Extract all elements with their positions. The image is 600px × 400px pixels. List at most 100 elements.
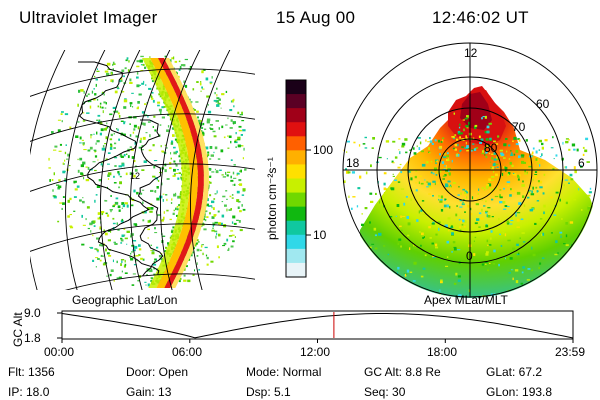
image-pixel (117, 128, 119, 132)
image-pixel (403, 202, 406, 206)
image-pixel (156, 186, 159, 189)
image-pixel (73, 210, 76, 212)
image-pixel (458, 186, 460, 188)
image-pixel (73, 180, 77, 183)
image-pixel (535, 158, 538, 161)
image-pixel (106, 275, 108, 277)
image-pixel (113, 204, 116, 206)
image-pixel (351, 207, 353, 210)
image-pixel (153, 160, 158, 162)
image-pixel (101, 213, 104, 216)
image-pixel (488, 178, 491, 182)
image-pixel (397, 242, 400, 246)
image-pixel (201, 222, 204, 225)
image-pixel (481, 208, 483, 212)
image-pixel (553, 214, 557, 216)
image-pixel (478, 188, 480, 191)
image-pixel (90, 134, 93, 136)
image-pixel (162, 199, 164, 202)
image-pixel (369, 192, 373, 195)
image-pixel (451, 251, 453, 253)
image-pixel (485, 200, 487, 203)
image-pixel (520, 282, 524, 285)
image-pixel (427, 182, 431, 186)
image-pixel (398, 149, 400, 151)
image-pixel (107, 126, 109, 129)
image-pixel (416, 219, 419, 222)
colorbar-segment (286, 94, 306, 109)
image-pixel (110, 209, 112, 213)
image-pixel (400, 188, 405, 190)
image-pixel (518, 202, 522, 205)
image-pixel (491, 216, 494, 218)
image-pixel (239, 114, 243, 116)
colorbar-segment (286, 234, 306, 250)
image-pixel (104, 70, 109, 73)
image-pixel (120, 220, 124, 223)
image-pixel (124, 121, 126, 123)
image-pixel (197, 241, 200, 243)
image-pixel (487, 207, 491, 209)
image-pixel (479, 141, 482, 144)
image-pixel (62, 196, 65, 198)
parallel-line (30, 163, 255, 192)
image-pixel (151, 92, 154, 94)
image-pixel (133, 124, 137, 128)
image-pixel (453, 247, 457, 251)
image-pixel (584, 149, 588, 153)
image-pixel (218, 98, 221, 101)
image-pixel (470, 212, 473, 216)
image-pixel (91, 90, 94, 94)
image-pixel (131, 156, 135, 159)
polar-grid (342, 42, 598, 298)
image-pixel (89, 105, 92, 109)
image-pixel (442, 156, 447, 158)
image-pixel (504, 166, 506, 169)
image-pixel (101, 106, 104, 109)
image-pixel (133, 245, 138, 249)
image-pixel (432, 172, 435, 175)
image-pixel (484, 130, 487, 134)
image-pixel (541, 153, 543, 156)
image-pixel (206, 216, 209, 218)
image-pixel (487, 269, 489, 272)
image-pixel (194, 269, 195, 272)
image-pixel (196, 110, 199, 113)
image-pixel (166, 209, 169, 212)
image-pixel (432, 195, 434, 197)
image-pixel (511, 164, 514, 167)
image-pixel (53, 195, 57, 199)
image-pixel (133, 116, 137, 119)
image-pixel (221, 93, 225, 96)
image-pixel (233, 164, 236, 166)
image-pixel (225, 190, 228, 192)
image-pixel (145, 132, 148, 134)
image-pixel (96, 70, 100, 72)
coastline-path (137, 119, 164, 277)
image-pixel (516, 243, 519, 246)
image-pixel (147, 220, 151, 223)
image-pixel (117, 205, 121, 209)
image-pixel (87, 149, 91, 152)
image-pixel (518, 155, 521, 159)
image-pixel (87, 166, 90, 170)
image-pixel (112, 205, 115, 208)
image-pixel (474, 236, 477, 239)
image-pixel (454, 143, 458, 147)
image-pixel (224, 204, 227, 207)
image-pixel (140, 257, 143, 260)
image-pixel (207, 153, 210, 156)
image-pixel (110, 143, 112, 146)
image-pixel (555, 240, 558, 244)
image-pixel (156, 197, 160, 201)
image-pixel (476, 197, 479, 200)
image-pixel (468, 121, 471, 125)
image-pixel (234, 139, 238, 141)
image-pixel (438, 224, 442, 228)
image-pixel (508, 158, 511, 160)
image-pixel (233, 105, 235, 108)
image-pixel (502, 201, 506, 204)
image-pixel (121, 202, 125, 205)
image-pixel (502, 232, 505, 235)
image-pixel (497, 135, 500, 138)
